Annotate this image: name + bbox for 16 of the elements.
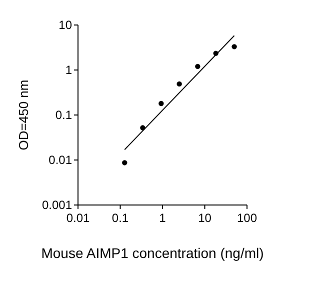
y-tick-label: 1	[65, 63, 72, 77]
x-tick-label: 1	[159, 211, 166, 225]
x-tick-label: 10	[198, 211, 212, 225]
point	[195, 64, 200, 70]
x-tick-label: 100	[236, 211, 258, 225]
y-tick-label: 0.1	[55, 108, 72, 122]
x-tick-label: 0.1	[112, 211, 129, 225]
y-tick-label: 10	[58, 18, 72, 32]
x-axis-title: Mouse AIMP1 concentration (ng/ml)	[41, 245, 264, 261]
point	[122, 160, 128, 166]
point	[176, 81, 182, 87]
point	[232, 44, 237, 50]
y-axis-title: OD=450 nm	[16, 80, 31, 150]
point	[158, 100, 164, 106]
y-tick-label: 0.01	[48, 153, 72, 167]
y-tick-label: 0.001	[42, 198, 72, 212]
